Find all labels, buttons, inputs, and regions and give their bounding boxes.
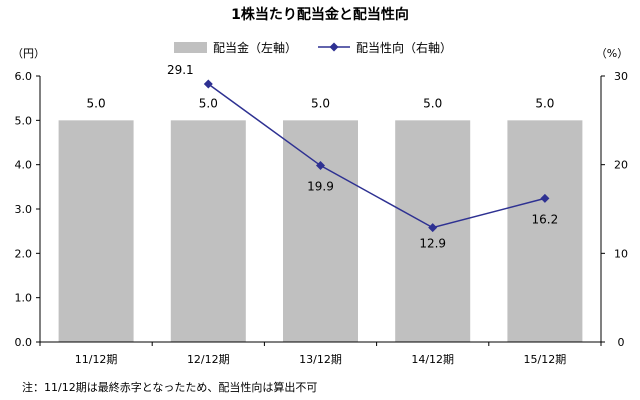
category-label: 11/12期 <box>75 353 118 366</box>
legend-swatch-marker <box>329 42 339 52</box>
ratio-point <box>316 161 325 171</box>
ratio-value-label: 16.2 <box>532 212 559 226</box>
bar-value-label: 5.0 <box>423 96 442 110</box>
left-tick-label: 0.0 <box>15 336 33 349</box>
category-label: 12/12期 <box>187 353 230 366</box>
right-axis-unit: （%） <box>596 47 628 60</box>
legend-swatch-bars <box>174 42 207 53</box>
ratio-line <box>207 83 546 229</box>
category-label: 13/12期 <box>299 353 342 366</box>
bar <box>507 120 583 342</box>
bar-value-label: 5.0 <box>199 96 218 110</box>
left-tick-label: 5.0 <box>15 114 33 127</box>
category-label: 15/12期 <box>524 353 567 366</box>
bar-value-label: 5.0 <box>87 96 106 110</box>
ratio-value-label: 12.9 <box>419 237 446 251</box>
right-tick-label: 10 <box>614 247 628 260</box>
ratio-point <box>428 223 438 233</box>
footnote: 注：11/12期は最終赤字となったため、配当性向は算出不可 <box>22 381 318 394</box>
bar-value-label: 5.0 <box>311 96 330 110</box>
right-tick-label: 0 <box>618 336 625 349</box>
ratio-point <box>203 79 213 89</box>
left-tick-label: 3.0 <box>15 203 33 216</box>
right-tick-label: 30 <box>614 70 628 83</box>
legend-label-line: 配当性向（右軸） <box>356 40 452 55</box>
ratio-point <box>540 193 550 203</box>
left-tick-label: 4.0 <box>15 159 33 172</box>
ratio-value-label: 19.9 <box>307 180 334 194</box>
left-tick-label: 2.0 <box>15 247 33 260</box>
legend: 配当金（左軸） 配当性向（右軸） <box>174 40 452 55</box>
bar-value-label: 5.0 <box>535 96 554 110</box>
right-tick-label: 20 <box>614 159 628 172</box>
bar <box>170 120 246 342</box>
left-tick-label: 1.0 <box>15 292 33 305</box>
category-label: 14/12期 <box>411 353 454 366</box>
bar <box>58 120 134 342</box>
chart-title: 1株当たり配当金と配当性向 <box>231 6 409 23</box>
ratio-value-label: 29.1 <box>167 63 194 77</box>
left-axis-unit: （円） <box>12 47 45 60</box>
legend-label-bars: 配当金（左軸） <box>213 40 297 55</box>
bar <box>283 120 358 342</box>
left-tick-label: 6.0 <box>15 70 33 83</box>
plot-area: 0.0 1.0 2.0 3.0 4.0 5.0 6.0 0 10 20 30 5.0 5.0 5.0 5.0… <box>15 63 629 366</box>
